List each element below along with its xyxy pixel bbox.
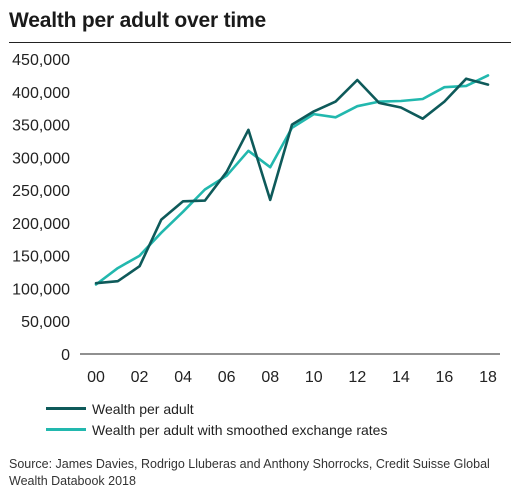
x-tick-label: 06 [218, 369, 236, 386]
legend: Wealth per adult Wealth per adult with s… [46, 398, 387, 440]
y-tick-label: 0 [61, 347, 70, 364]
x-tick-label: 04 [174, 369, 192, 386]
y-axis-ticks: 0 50,000 100,000 150,000 200,000 250,000 300,0… [12, 52, 70, 364]
source-note: Source: James Davies, Rodrigo Lluberas a… [9, 457, 490, 488]
title-divider [9, 42, 511, 43]
legend-label-smoothed: Wealth per adult with smoothed exchange … [92, 421, 388, 438]
chart-title: Wealth per adult over time [9, 9, 266, 32]
y-tick-label: 200,000 [12, 216, 70, 233]
series-line-wealth-per-adult [94, 77, 490, 285]
x-tick-label: 18 [479, 369, 497, 386]
legend-swatch-smoothed [46, 428, 86, 431]
x-tick-label: 02 [131, 369, 149, 386]
y-tick-label: 350,000 [12, 118, 70, 135]
y-tick-label: 450,000 [12, 52, 70, 69]
legend-label-wealth: Wealth per adult [92, 400, 194, 417]
series-layer [94, 74, 490, 286]
x-tick-label: 14 [392, 369, 410, 386]
y-tick-label: 150,000 [12, 249, 70, 266]
x-tick-label: 00 [87, 369, 105, 386]
x-tick-label: 12 [348, 369, 366, 386]
series-line-smoothed-exchange-rates [94, 74, 490, 286]
x-axis-ticks: 00 02 04 06 08 10 12 14 16 18 [87, 369, 497, 386]
x-tick-label: 10 [305, 369, 323, 386]
y-tick-label: 250,000 [12, 183, 70, 200]
legend-swatch-wealth [46, 407, 86, 410]
y-tick-label: 100,000 [12, 281, 70, 298]
legend-item-wealth: Wealth per adult [46, 398, 387, 419]
line-chart: 0 50,000 100,000 150,000 200,000 250,000 300,0… [12, 52, 500, 386]
y-tick-label: 300,000 [12, 150, 70, 167]
x-tick-label: 08 [261, 369, 279, 386]
y-tick-label: 400,000 [12, 85, 70, 102]
x-tick-label: 16 [436, 369, 454, 386]
legend-item-smoothed: Wealth per adult with smoothed exchange … [46, 419, 387, 440]
y-tick-label: 50,000 [21, 314, 70, 331]
